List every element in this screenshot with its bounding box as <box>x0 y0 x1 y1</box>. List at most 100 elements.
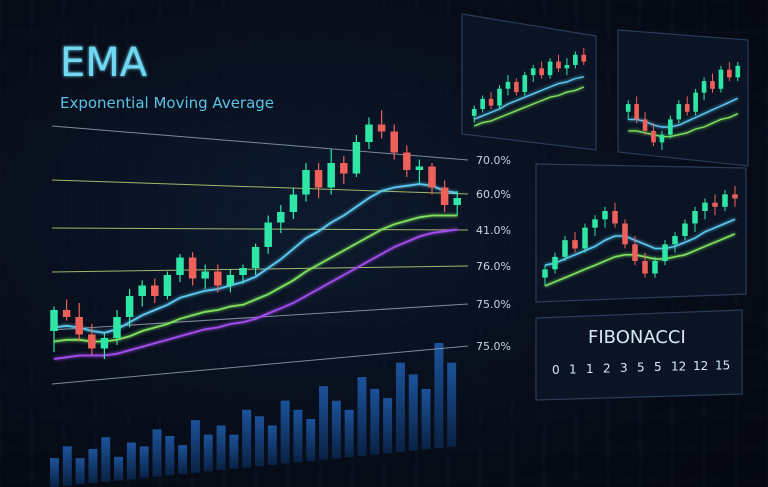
panel3-candle <box>552 252 558 274</box>
volume-bar <box>408 374 418 451</box>
main-candles <box>50 110 461 359</box>
main-candle <box>138 280 146 307</box>
panel1-candle <box>556 54 561 72</box>
panel1-candle <box>547 58 553 79</box>
fib-level-label: 60.0% <box>476 188 511 201</box>
panel1-candle <box>539 61 544 79</box>
fib-level-label: 41.0% <box>476 224 511 237</box>
fibonacci-number: 2 <box>603 362 611 376</box>
panel3-ema-fast-line <box>544 218 736 266</box>
panel3-candle <box>632 236 638 266</box>
main-ema-fast-line <box>53 183 458 334</box>
volume-bar <box>114 456 124 481</box>
main-candle <box>188 252 197 286</box>
main-candle <box>62 299 71 321</box>
volume-bar <box>190 420 200 473</box>
main-candle <box>440 180 449 212</box>
volume-bar <box>152 429 162 477</box>
fibonacci-number: 12 <box>671 360 686 374</box>
main-candle <box>75 303 83 342</box>
panel3-candle <box>622 219 628 249</box>
volume-bar <box>267 425 277 465</box>
main-candle <box>163 271 172 300</box>
panel2-candle <box>634 96 639 124</box>
panel1-candle <box>564 58 570 76</box>
main-candle <box>100 332 109 359</box>
main-candle <box>340 156 348 184</box>
panel2-candle <box>684 96 690 116</box>
fibonacci-number: 1 <box>586 362 594 376</box>
fibonacci-number: 15 <box>715 359 730 373</box>
volume-bar <box>421 388 431 450</box>
main-candle <box>50 306 58 352</box>
volume-bar <box>306 419 316 461</box>
volume-bars <box>50 343 457 487</box>
panel3-candle <box>652 256 658 278</box>
panel2-candle <box>659 130 665 150</box>
volume-bar <box>447 362 457 447</box>
main-candle <box>289 187 298 219</box>
volume-bar <box>344 409 354 458</box>
fibonacci-number: 5 <box>637 361 645 375</box>
panel2-candle <box>727 62 732 82</box>
volume-bar <box>293 409 303 463</box>
panel3-candle <box>582 223 588 253</box>
fibonacci-number: 1 <box>569 363 577 377</box>
panel3-ema-mid-line <box>544 233 736 287</box>
main-candle <box>352 135 361 177</box>
main-candle <box>377 110 386 139</box>
volume-bar <box>229 434 239 469</box>
volume-bar <box>383 398 393 454</box>
main-candle <box>251 243 260 275</box>
panel1-ema-mid-line <box>473 86 585 127</box>
panel2-candle <box>693 88 698 116</box>
panel3-candle <box>642 252 648 278</box>
panel3-candle <box>612 202 618 228</box>
panel1-ema-fast-line <box>473 76 584 120</box>
main-candle <box>214 264 222 293</box>
panel2-ema-mid-line <box>628 113 739 138</box>
main-candle <box>428 163 436 195</box>
main-candle <box>125 289 134 328</box>
main-candle <box>327 149 335 195</box>
panel2-candle <box>735 62 741 82</box>
panel2-candle <box>701 77 707 101</box>
fibonacci-title: FIBONACCI <box>588 327 686 348</box>
fib-line <box>51 345 469 385</box>
panel-middle <box>535 163 747 303</box>
volume-bar <box>370 388 380 455</box>
panel3-candle <box>692 206 698 232</box>
main-candle <box>113 310 121 345</box>
volume-bar <box>126 442 136 480</box>
main-candle <box>314 163 323 198</box>
volume-bar <box>178 445 188 474</box>
main-candle <box>302 163 310 202</box>
main-candle <box>239 264 247 284</box>
panel2-candle <box>676 100 682 124</box>
main-candle <box>403 145 411 177</box>
panel3-candle <box>682 219 688 241</box>
panel1-candle <box>505 75 511 96</box>
volume-bar <box>203 434 213 472</box>
volume-bar <box>357 377 367 456</box>
panel3-candle <box>562 236 568 261</box>
volume-bar <box>101 437 111 482</box>
panel3-candle <box>672 231 678 253</box>
volume-bar <box>75 458 85 485</box>
panel1-candle <box>581 48 587 65</box>
fibonacci-panel: FIBONACCI 0 1 1 2 3 5 5 12 12 15 <box>535 309 743 401</box>
main-candle <box>365 117 373 149</box>
panel2-candle <box>710 73 715 93</box>
panel3-candle <box>572 231 578 253</box>
main-candle <box>264 215 272 254</box>
volume-bar <box>242 409 252 468</box>
fib-level-label: 70.0% <box>476 154 511 167</box>
fibonacci-number: 12 <box>693 359 708 373</box>
panel2-candle <box>651 123 656 147</box>
panel2-candle <box>625 100 631 120</box>
chart-subtitle: Exponential Moving Average <box>60 94 274 112</box>
volume-bar <box>395 362 405 452</box>
panel1-candle <box>471 105 477 123</box>
volume-bar <box>165 435 175 476</box>
